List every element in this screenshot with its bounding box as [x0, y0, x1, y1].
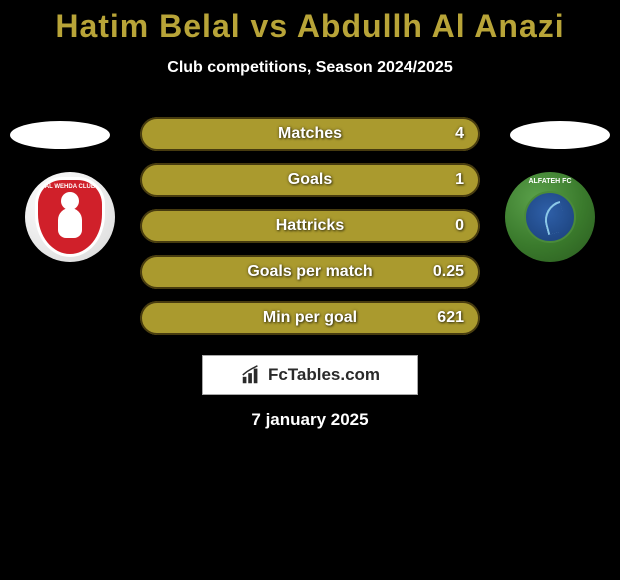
stat-value: 1 — [455, 171, 464, 189]
stat-value: 0.25 — [433, 263, 464, 281]
stat-row-min-per-goal: Min per goal 621 — [140, 301, 480, 335]
team2-crest-inner — [524, 191, 576, 243]
stat-value: 0 — [455, 217, 464, 235]
team2-crest-label: ALFATEH FC — [505, 178, 595, 185]
title-player1: Hatim Belal — [55, 8, 240, 44]
team2-crest: ALFATEH FC — [505, 172, 595, 262]
bar-chart-icon — [240, 364, 262, 386]
stat-value: 621 — [437, 309, 464, 327]
stat-row-goals: Goals 1 — [140, 163, 480, 197]
brand-badge: FcTables.com — [202, 355, 418, 395]
brand-text: FcTables.com — [268, 365, 380, 385]
stat-value: 4 — [455, 125, 464, 143]
stat-row-hattricks: Hattricks 0 — [140, 209, 480, 243]
middle-section: AL WEHDA CLUB ALFATEH FC Matches 4 Goals… — [0, 117, 620, 367]
player1-marker-oval — [10, 121, 110, 149]
infographic-container: Hatim Belal vs Abdullh Al Anazi Club com… — [0, 0, 620, 367]
team1-crest: AL WEHDA CLUB — [25, 172, 115, 262]
stat-label: Hattricks — [140, 217, 480, 235]
page-title: Hatim Belal vs Abdullh Al Anazi — [0, 8, 620, 45]
stat-label: Min per goal — [140, 309, 480, 327]
stat-row-matches: Matches 4 — [140, 117, 480, 151]
team1-crest-shield: AL WEHDA CLUB — [35, 177, 105, 257]
subtitle: Club competitions, Season 2024/2025 — [0, 59, 620, 77]
title-vs: vs — [251, 8, 289, 44]
stat-row-goals-per-match: Goals per match 0.25 — [140, 255, 480, 289]
stat-label: Matches — [140, 125, 480, 143]
title-player2: Abdullh Al Anazi — [297, 8, 565, 44]
stat-label: Goals per match — [140, 263, 480, 281]
team1-crest-label: AL WEHDA CLUB — [45, 184, 95, 190]
footer-date: 7 january 2025 — [0, 410, 620, 430]
player2-marker-oval — [510, 121, 610, 149]
stat-label: Goals — [140, 171, 480, 189]
stat-bars: Matches 4 Goals 1 Hattricks 0 Goals per … — [140, 117, 480, 347]
